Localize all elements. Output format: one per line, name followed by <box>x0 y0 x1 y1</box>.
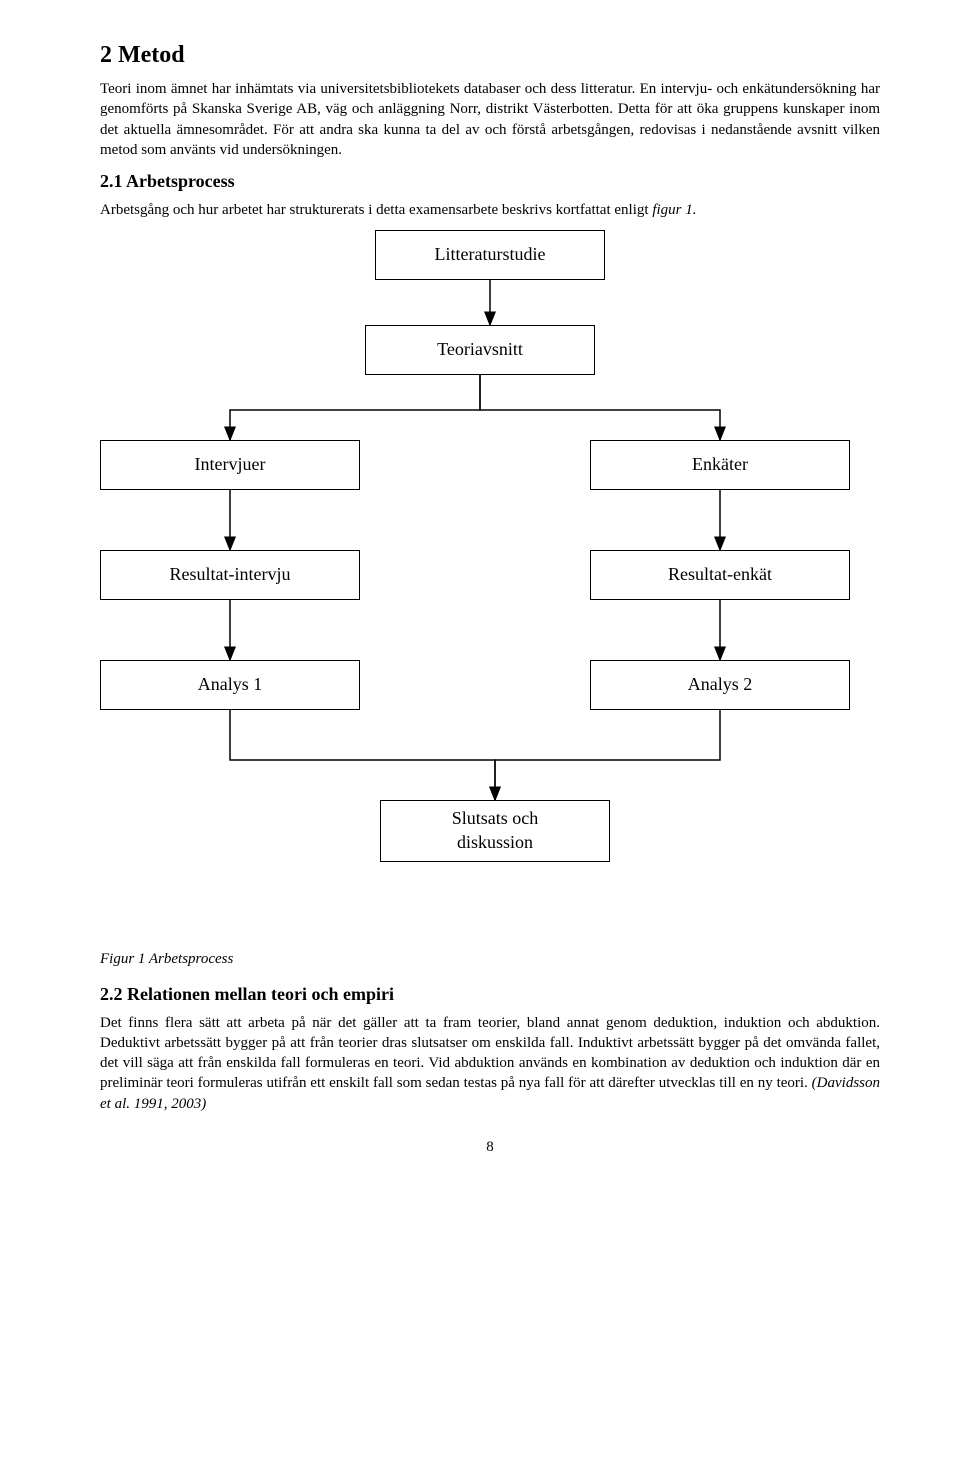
flowchart-node-intv: Intervjuer <box>100 440 360 490</box>
flowchart-node-a1: Analys 1 <box>100 660 360 710</box>
flowchart-node-a2: Analys 2 <box>590 660 850 710</box>
flowchart-node-enk: Enkäter <box>590 440 850 490</box>
para-relation: Det finns flera sätt att arbeta på när d… <box>100 1013 880 1114</box>
heading-metod: 2 Metod <box>100 40 880 71</box>
para-metod-intro: Teori inom ämnet har inhämtats via unive… <box>100 79 880 160</box>
flowchart-node-teori: Teoriavsnitt <box>365 325 595 375</box>
heading-relation: 2.2 Relationen mellan teori och empiri <box>100 983 880 1006</box>
flowchart-node-renk: Resultat-enkät <box>590 550 850 600</box>
flowchart-node-rint: Resultat-intervju <box>100 550 360 600</box>
para-relation-text: Det finns flera sätt att arbeta på när d… <box>100 1015 880 1092</box>
flowchart-node-lit: Litteraturstudie <box>375 230 605 280</box>
para-arbetsprocess-text: Arbetsgång och hur arbetet har strukture… <box>100 202 652 218</box>
flowchart-arbetsprocess: Litteraturstudie Teoriavsnitt Intervjuer En… <box>100 230 880 930</box>
para-arbetsprocess: Arbetsgång och hur arbetet har strukture… <box>100 200 880 220</box>
page-number: 8 <box>100 1138 880 1158</box>
para-arbetsprocess-figref: figur 1. <box>652 202 696 218</box>
heading-arbetsprocess: 2.1 Arbetsprocess <box>100 170 880 193</box>
flowchart-node-slut: Slutsats och diskussion <box>380 800 610 862</box>
figure-caption: Figur 1 Arbetsprocess <box>100 950 880 970</box>
